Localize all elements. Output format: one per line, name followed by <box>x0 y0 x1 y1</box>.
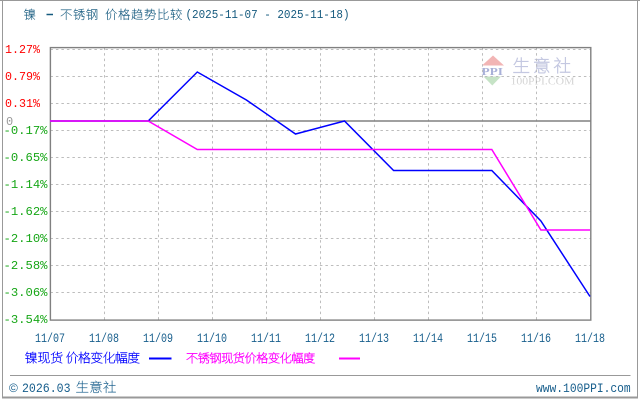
svg-text:-0.17%: -0.17% <box>4 124 49 138</box>
svg-text:0.31%: 0.31% <box>5 97 41 111</box>
svg-text:11/16: 11/16 <box>521 331 551 346</box>
svg-text:11/11: 11/11 <box>251 331 281 346</box>
svg-text:2026.03: 2026.03 <box>22 381 71 396</box>
svg-text:PPI: PPI <box>482 67 504 78</box>
svg-text:11/07: 11/07 <box>35 331 65 346</box>
svg-text:11/10: 11/10 <box>197 331 227 346</box>
svg-text:-0.65%: -0.65% <box>4 151 49 165</box>
svg-text:11/14: 11/14 <box>413 331 443 346</box>
svg-text:0: 0 <box>6 115 13 129</box>
svg-text:-1.14%: -1.14% <box>4 178 49 192</box>
svg-text:11/18: 11/18 <box>575 331 605 346</box>
svg-text:www.100PPI.com: www.100PPI.com <box>536 381 631 396</box>
svg-text:1.27%: 1.27% <box>5 43 41 57</box>
svg-text:11/13: 11/13 <box>359 331 389 346</box>
svg-text:0.79%: 0.79% <box>5 70 41 84</box>
svg-text:11/12: 11/12 <box>305 331 335 346</box>
svg-text:-1.62%: -1.62% <box>4 205 49 219</box>
svg-text:100PPI.COM: 100PPI.COM <box>511 76 575 88</box>
svg-text:-2.58%: -2.58% <box>4 259 49 273</box>
svg-text:©: © <box>9 381 18 395</box>
svg-text:11/15: 11/15 <box>467 331 497 346</box>
svg-text:-3.54%: -3.54% <box>4 313 49 327</box>
svg-text:11/08: 11/08 <box>89 331 119 346</box>
svg-text:-2.10%: -2.10% <box>4 232 49 246</box>
svg-text:-3.06%: -3.06% <box>4 286 49 300</box>
svg-text:11/09: 11/09 <box>143 331 173 346</box>
svg-text:(2025-11-07 - 2025-11-18): (2025-11-07 - 2025-11-18) <box>186 8 350 22</box>
